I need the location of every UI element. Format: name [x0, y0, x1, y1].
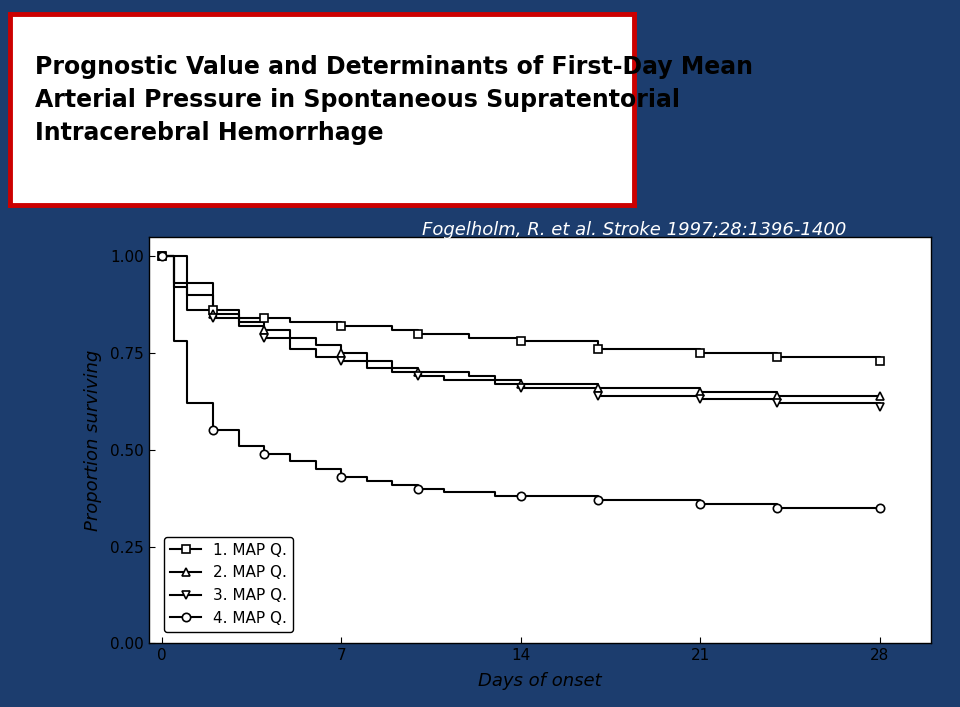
X-axis label: Days of onset: Days of onset: [478, 672, 602, 689]
Y-axis label: Proportion surviving: Proportion surviving: [84, 349, 102, 531]
Text: Fogelholm, R. et al. Stroke 1997;28:1396-1400: Fogelholm, R. et al. Stroke 1997;28:1396…: [422, 221, 847, 239]
Legend: 1. MAP Q., 2. MAP Q., 3. MAP Q., 4. MAP Q.: 1. MAP Q., 2. MAP Q., 3. MAP Q., 4. MAP …: [164, 537, 293, 631]
Text: Prognostic Value and Determinants of First-Day Mean
Arterial Pressure in Spontan: Prognostic Value and Determinants of Fir…: [35, 55, 753, 145]
